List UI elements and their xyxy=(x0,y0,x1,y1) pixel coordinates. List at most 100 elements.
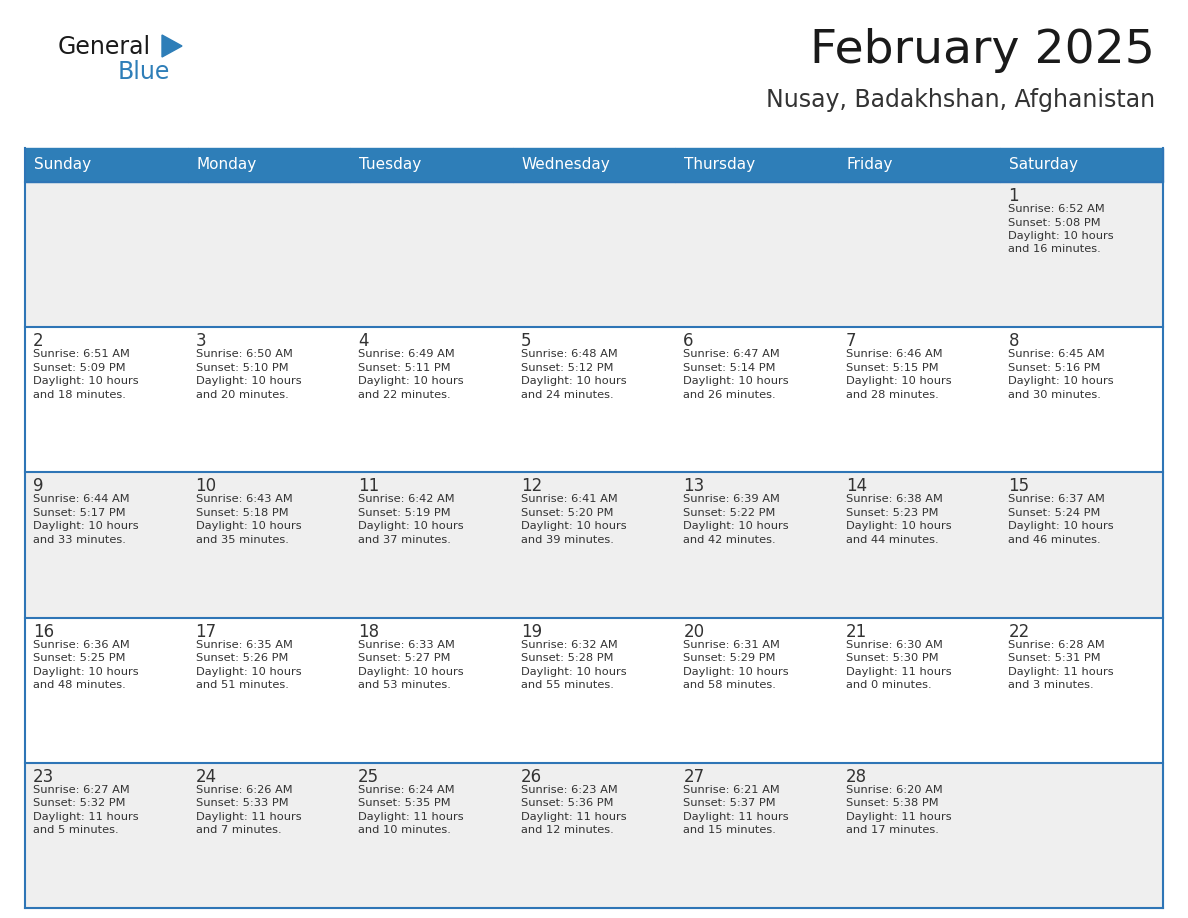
Text: Blue: Blue xyxy=(118,60,170,84)
Bar xyxy=(675,763,838,908)
Bar xyxy=(188,327,350,473)
Text: and 39 minutes.: and 39 minutes. xyxy=(520,535,613,545)
Text: Sunrise: 6:39 AM: Sunrise: 6:39 AM xyxy=(683,495,781,504)
Text: Sunset: 5:26 PM: Sunset: 5:26 PM xyxy=(196,653,287,663)
Text: Sunrise: 6:43 AM: Sunrise: 6:43 AM xyxy=(196,495,292,504)
Text: Sunrise: 6:37 AM: Sunrise: 6:37 AM xyxy=(1009,495,1105,504)
Text: Sunrise: 6:47 AM: Sunrise: 6:47 AM xyxy=(683,349,781,359)
Text: Daylight: 10 hours: Daylight: 10 hours xyxy=(683,666,789,677)
Text: and 44 minutes.: and 44 minutes. xyxy=(846,535,939,545)
Bar xyxy=(513,763,675,908)
Bar xyxy=(513,182,675,327)
Text: Sunrise: 6:38 AM: Sunrise: 6:38 AM xyxy=(846,495,943,504)
Text: 23: 23 xyxy=(33,767,55,786)
Text: Sunset: 5:19 PM: Sunset: 5:19 PM xyxy=(358,508,450,518)
Text: Wednesday: Wednesday xyxy=(522,158,611,173)
Text: and 10 minutes.: and 10 minutes. xyxy=(358,825,451,835)
Text: Sunset: 5:37 PM: Sunset: 5:37 PM xyxy=(683,799,776,809)
Text: 21: 21 xyxy=(846,622,867,641)
Text: 22: 22 xyxy=(1009,622,1030,641)
Text: 5: 5 xyxy=(520,332,531,350)
Bar xyxy=(350,618,513,763)
Text: Sunrise: 6:26 AM: Sunrise: 6:26 AM xyxy=(196,785,292,795)
Text: and 46 minutes.: and 46 minutes. xyxy=(1009,535,1101,545)
Bar xyxy=(513,327,675,473)
Text: and 15 minutes.: and 15 minutes. xyxy=(683,825,776,835)
Bar xyxy=(675,618,838,763)
Text: Daylight: 10 hours: Daylight: 10 hours xyxy=(520,376,626,386)
Bar xyxy=(838,763,1000,908)
Text: Sunset: 5:29 PM: Sunset: 5:29 PM xyxy=(683,653,776,663)
Text: Daylight: 10 hours: Daylight: 10 hours xyxy=(358,376,463,386)
Text: Daylight: 11 hours: Daylight: 11 hours xyxy=(1009,666,1114,677)
Text: 18: 18 xyxy=(358,622,379,641)
Text: Sunset: 5:20 PM: Sunset: 5:20 PM xyxy=(520,508,613,518)
Text: Daylight: 10 hours: Daylight: 10 hours xyxy=(683,376,789,386)
Text: and 28 minutes.: and 28 minutes. xyxy=(846,390,939,399)
Text: Daylight: 11 hours: Daylight: 11 hours xyxy=(846,812,952,822)
Text: Sunrise: 6:45 AM: Sunrise: 6:45 AM xyxy=(1009,349,1105,359)
Text: Sunset: 5:18 PM: Sunset: 5:18 PM xyxy=(196,508,289,518)
Bar xyxy=(350,473,513,618)
Bar xyxy=(25,618,188,763)
Text: Sunrise: 6:42 AM: Sunrise: 6:42 AM xyxy=(358,495,455,504)
Text: 8: 8 xyxy=(1009,332,1019,350)
Bar xyxy=(1000,182,1163,327)
Text: and 7 minutes.: and 7 minutes. xyxy=(196,825,282,835)
Text: and 17 minutes.: and 17 minutes. xyxy=(846,825,939,835)
Text: Sunset: 5:23 PM: Sunset: 5:23 PM xyxy=(846,508,939,518)
Text: Sunset: 5:33 PM: Sunset: 5:33 PM xyxy=(196,799,289,809)
Bar xyxy=(25,327,188,473)
Text: Sunset: 5:25 PM: Sunset: 5:25 PM xyxy=(33,653,126,663)
Text: Sunset: 5:38 PM: Sunset: 5:38 PM xyxy=(846,799,939,809)
Text: Sunset: 5:32 PM: Sunset: 5:32 PM xyxy=(33,799,126,809)
Text: Sunset: 5:16 PM: Sunset: 5:16 PM xyxy=(1009,363,1101,373)
Text: Sunrise: 6:32 AM: Sunrise: 6:32 AM xyxy=(520,640,618,650)
Bar xyxy=(838,327,1000,473)
Text: Daylight: 10 hours: Daylight: 10 hours xyxy=(33,376,139,386)
Text: Sunrise: 6:36 AM: Sunrise: 6:36 AM xyxy=(33,640,129,650)
Text: and 12 minutes.: and 12 minutes. xyxy=(520,825,613,835)
Text: Daylight: 11 hours: Daylight: 11 hours xyxy=(358,812,463,822)
Bar xyxy=(350,327,513,473)
Text: and 55 minutes.: and 55 minutes. xyxy=(520,680,613,690)
Bar xyxy=(675,182,838,327)
Text: Sunset: 5:31 PM: Sunset: 5:31 PM xyxy=(1009,653,1101,663)
Text: and 18 minutes.: and 18 minutes. xyxy=(33,390,126,399)
Bar xyxy=(25,148,188,182)
Text: 25: 25 xyxy=(358,767,379,786)
Text: Sunset: 5:10 PM: Sunset: 5:10 PM xyxy=(196,363,289,373)
Text: Daylight: 10 hours: Daylight: 10 hours xyxy=(358,666,463,677)
Text: Sunset: 5:30 PM: Sunset: 5:30 PM xyxy=(846,653,939,663)
Text: Sunrise: 6:23 AM: Sunrise: 6:23 AM xyxy=(520,785,618,795)
Text: Daylight: 10 hours: Daylight: 10 hours xyxy=(196,521,302,532)
Text: 27: 27 xyxy=(683,767,704,786)
Text: Sunrise: 6:35 AM: Sunrise: 6:35 AM xyxy=(196,640,292,650)
Text: 4: 4 xyxy=(358,332,368,350)
Bar xyxy=(350,148,513,182)
Bar xyxy=(1000,148,1163,182)
Text: and 53 minutes.: and 53 minutes. xyxy=(358,680,451,690)
Text: and 35 minutes.: and 35 minutes. xyxy=(196,535,289,545)
Text: 3: 3 xyxy=(196,332,207,350)
Bar xyxy=(675,327,838,473)
Text: Sunrise: 6:30 AM: Sunrise: 6:30 AM xyxy=(846,640,943,650)
Text: Sunrise: 6:49 AM: Sunrise: 6:49 AM xyxy=(358,349,455,359)
Text: Daylight: 10 hours: Daylight: 10 hours xyxy=(1009,521,1114,532)
Text: Sunset: 5:12 PM: Sunset: 5:12 PM xyxy=(520,363,613,373)
Text: Sunrise: 6:24 AM: Sunrise: 6:24 AM xyxy=(358,785,455,795)
Text: Tuesday: Tuesday xyxy=(359,158,422,173)
Text: Sunset: 5:35 PM: Sunset: 5:35 PM xyxy=(358,799,450,809)
Bar xyxy=(1000,763,1163,908)
Text: 28: 28 xyxy=(846,767,867,786)
Text: Sunrise: 6:20 AM: Sunrise: 6:20 AM xyxy=(846,785,942,795)
Bar xyxy=(675,148,838,182)
Text: 17: 17 xyxy=(196,622,216,641)
Text: 24: 24 xyxy=(196,767,216,786)
Bar xyxy=(188,473,350,618)
Bar xyxy=(25,763,188,908)
Text: Saturday: Saturday xyxy=(1010,158,1079,173)
Text: Sunset: 5:28 PM: Sunset: 5:28 PM xyxy=(520,653,613,663)
Text: Sunset: 5:36 PM: Sunset: 5:36 PM xyxy=(520,799,613,809)
Text: 10: 10 xyxy=(196,477,216,496)
